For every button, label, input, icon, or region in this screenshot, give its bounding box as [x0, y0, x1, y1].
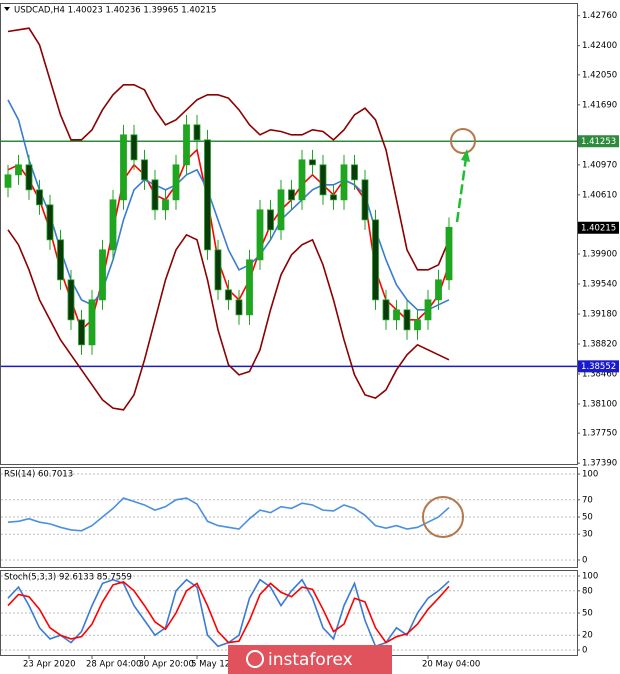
- candle-body: [309, 159, 316, 166]
- candle-body: [25, 164, 33, 191]
- y-tick-label: 1.39180: [582, 310, 617, 320]
- y-tick-label: 1.42050: [582, 70, 617, 80]
- chart-title: USDCAD,H4 1.40023 1.40236 1.39965 1.4021…: [14, 6, 216, 16]
- candle-body: [151, 179, 159, 211]
- candle-body: [109, 199, 117, 251]
- y-tick-label: 50: [582, 609, 593, 619]
- y-tick-label: 1.39900: [582, 250, 617, 260]
- candle-body: [15, 164, 22, 176]
- highlight-circle: [422, 496, 464, 538]
- indicator-line: [7, 27, 450, 271]
- candle-body: [403, 309, 411, 331]
- y-tick-label: 0: [582, 646, 587, 656]
- y-tick-label: 1.40610: [582, 190, 617, 200]
- level-label-bg: [578, 360, 619, 373]
- candle-body: [130, 134, 138, 161]
- y-tick-label: 1.37750: [582, 429, 617, 439]
- y-tick-label: 1.38100: [582, 400, 617, 410]
- candle-body: [193, 124, 201, 141]
- watermark-text: instaforex: [268, 650, 353, 670]
- y-tick-label: 0: [582, 556, 587, 566]
- x-tick-label: 28 Apr 04:00: [86, 660, 141, 670]
- candle-body: [57, 239, 64, 281]
- y-tick-label: 1.38820: [582, 340, 617, 350]
- highlight-circle: [450, 128, 476, 154]
- candle-body: [99, 249, 106, 301]
- y-tick-label: 1.41690: [582, 100, 617, 110]
- candle-body: [141, 159, 148, 181]
- candle-body: [4, 174, 12, 188]
- candle-body: [214, 249, 222, 291]
- rsi-title: RSI(14) 60.7013: [4, 470, 73, 480]
- y-tick-label: 1.42760: [582, 11, 617, 21]
- candle-body: [183, 124, 190, 166]
- candle-body: [235, 299, 243, 316]
- level-label: 1.41253: [581, 137, 616, 147]
- y-tick-label: 1.42400: [582, 41, 617, 51]
- x-tick-label: 23 Apr 2020: [23, 660, 76, 670]
- candle-body: [172, 164, 180, 201]
- y-tick-label: 50: [582, 513, 593, 523]
- candle-body: [435, 279, 442, 301]
- level-label-bg: [578, 135, 619, 148]
- y-tick-label: 1.40970: [582, 160, 617, 170]
- candle-body: [319, 164, 327, 196]
- indicator-line: [7, 229, 450, 411]
- candle-body: [382, 299, 390, 321]
- x-tick-label: 30 Apr 20:00: [139, 660, 194, 670]
- indicator-line: [7, 581, 450, 644]
- candle-body: [330, 194, 337, 201]
- y-tick-label: 1.37390: [582, 459, 617, 469]
- level-label-bg: [578, 221, 619, 234]
- banner-bg: [228, 645, 392, 674]
- candle-body: [120, 134, 127, 201]
- stoch-title: Stoch(5,3,3) 92.6133 85.7559: [4, 573, 132, 583]
- candle-body: [340, 164, 348, 201]
- y-tick-label: 30: [582, 530, 593, 540]
- candle-body: [277, 189, 285, 231]
- candle-body: [288, 189, 295, 201]
- level-label: 1.40215: [581, 223, 616, 233]
- candle-body: [424, 299, 432, 321]
- indicator-line: [7, 497, 450, 532]
- y-tick-label: 1.38460: [582, 370, 617, 380]
- candle-body: [267, 209, 274, 231]
- candle-body: [246, 259, 253, 316]
- y-tick-label: 1.39540: [582, 280, 617, 290]
- candle-body: [414, 319, 421, 331]
- candle-body: [351, 164, 358, 181]
- level-label: 1.38552: [581, 362, 616, 372]
- y-tick-label: 70: [582, 495, 593, 505]
- candle-body: [298, 159, 306, 201]
- watermark-banner: instaforex: [228, 645, 392, 674]
- candle-body: [256, 209, 264, 261]
- candle-body: [36, 189, 43, 206]
- candle-body: [372, 219, 379, 301]
- banner-logo: [246, 650, 264, 668]
- price-panel-frame: [0, 3, 578, 465]
- y-tick-label: 100: [582, 470, 598, 480]
- candle-body: [361, 179, 369, 221]
- candle-body: [225, 289, 232, 301]
- x-tick-label: 5 May 12:00: [191, 660, 244, 670]
- forecast-arrowhead: [461, 149, 470, 162]
- forecast-arrow: [455, 157, 468, 223]
- x-tick-label: 20 May 04:00: [422, 660, 480, 670]
- header-arrow: [4, 7, 10, 11]
- candle-body: [78, 319, 85, 346]
- candle-body: [88, 299, 96, 346]
- candle-body: [445, 226, 453, 281]
- candle-body: [393, 309, 400, 321]
- candle-body: [162, 199, 169, 211]
- plot-layers: 1.42760 1.42400 1.42050 1.41690 1.40970 1.406…: [1, 11, 619, 670]
- y-tick-label: 20: [582, 631, 593, 641]
- candle-body: [67, 279, 75, 321]
- candle-body: [204, 139, 211, 251]
- candle-body: [46, 204, 54, 241]
- y-tick-label: 100: [582, 572, 598, 582]
- y-tick-label: 80: [582, 586, 593, 596]
